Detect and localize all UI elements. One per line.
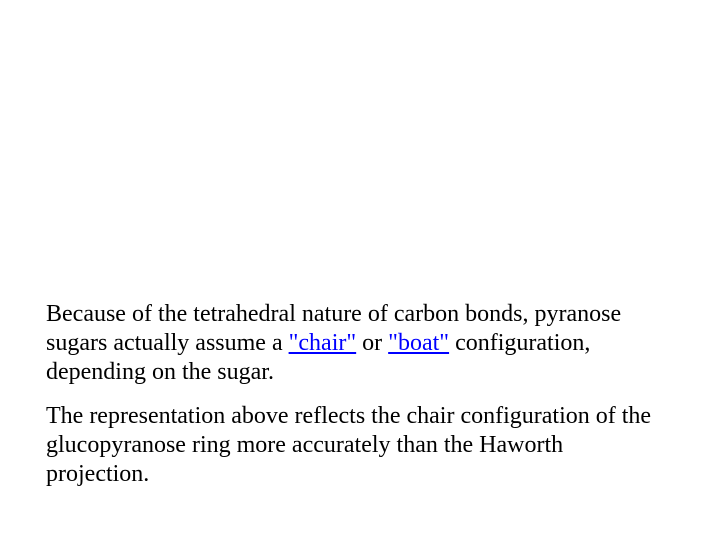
boat-link[interactable]: "boat" <box>388 330 449 356</box>
text-segment: or <box>356 330 388 356</box>
chair-link[interactable]: "chair" <box>289 330 357 356</box>
slide: Because of the tetrahedral nature of car… <box>0 0 720 540</box>
paragraph-1: Because of the tetrahedral nature of car… <box>46 300 666 386</box>
paragraph-2: The representation above reflects the ch… <box>46 402 666 488</box>
